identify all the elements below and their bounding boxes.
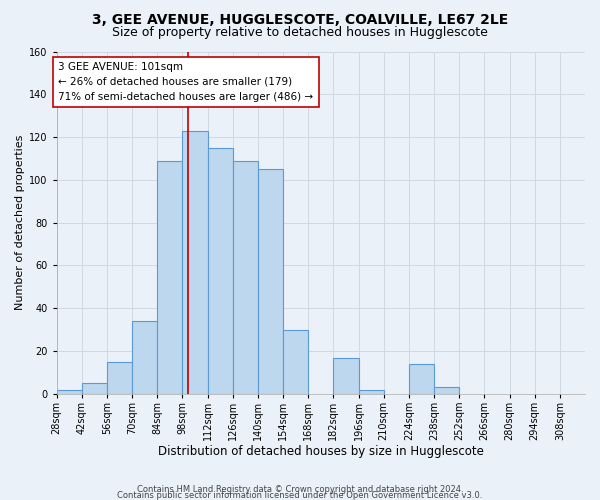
Bar xyxy=(334,358,359,394)
Y-axis label: Number of detached properties: Number of detached properties xyxy=(15,135,25,310)
Bar xyxy=(258,169,283,394)
Bar xyxy=(359,390,384,394)
Bar xyxy=(182,130,208,394)
Bar xyxy=(107,362,132,394)
Bar xyxy=(56,390,82,394)
Bar xyxy=(208,148,233,394)
Text: Contains public sector information licensed under the Open Government Licence v3: Contains public sector information licen… xyxy=(118,490,482,500)
Bar xyxy=(434,388,459,394)
Bar xyxy=(82,383,107,394)
Text: Size of property relative to detached houses in Hugglescote: Size of property relative to detached ho… xyxy=(112,26,488,39)
Bar xyxy=(283,330,308,394)
Bar xyxy=(132,321,157,394)
Bar xyxy=(157,160,182,394)
Text: Contains HM Land Registry data © Crown copyright and database right 2024.: Contains HM Land Registry data © Crown c… xyxy=(137,485,463,494)
Bar xyxy=(409,364,434,394)
Text: 3 GEE AVENUE: 101sqm
← 26% of detached houses are smaller (179)
71% of semi-deta: 3 GEE AVENUE: 101sqm ← 26% of detached h… xyxy=(58,62,314,102)
Text: 3, GEE AVENUE, HUGGLESCOTE, COALVILLE, LE67 2LE: 3, GEE AVENUE, HUGGLESCOTE, COALVILLE, L… xyxy=(92,12,508,26)
Bar xyxy=(233,160,258,394)
X-axis label: Distribution of detached houses by size in Hugglescote: Distribution of detached houses by size … xyxy=(158,444,484,458)
